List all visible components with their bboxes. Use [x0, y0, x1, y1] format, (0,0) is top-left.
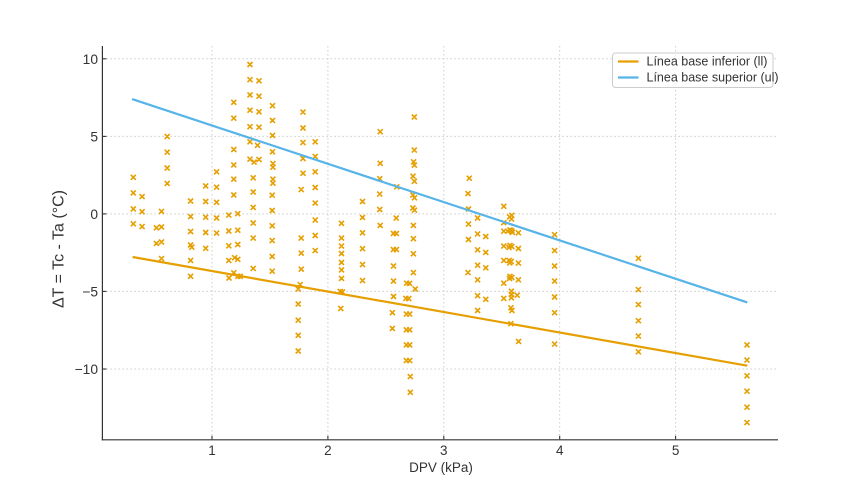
svg-text:DPV (kPa): DPV (kPa) [409, 460, 473, 475]
svg-text:4: 4 [556, 443, 564, 458]
svg-text:Línea base superior (ul): Línea base superior (ul) [647, 71, 779, 85]
svg-text:0: 0 [90, 207, 98, 222]
svg-text:−10: −10 [75, 362, 99, 377]
svg-text:1: 1 [208, 443, 216, 458]
svg-text:10: 10 [83, 52, 99, 67]
svg-text:Línea base inferior (ll): Línea base inferior (ll) [647, 55, 768, 69]
svg-text:5: 5 [90, 129, 98, 144]
svg-text:5: 5 [672, 443, 680, 458]
svg-text:−5: −5 [82, 284, 98, 299]
svg-text:3: 3 [440, 443, 448, 458]
svg-text:2: 2 [324, 443, 332, 458]
svg-text:ΔT = Tc - Ta (°C): ΔT = Tc - Ta (°C) [50, 190, 67, 308]
